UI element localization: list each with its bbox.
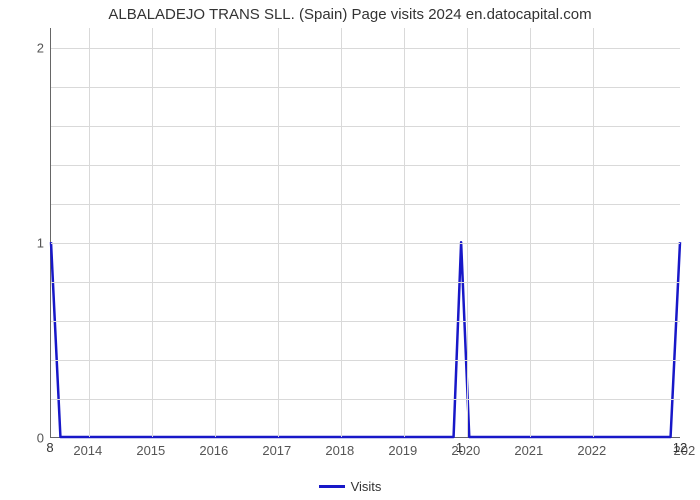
- y-tick-label: 2: [4, 40, 44, 55]
- gridline-vertical: [278, 28, 279, 437]
- gridline-vertical: [404, 28, 405, 437]
- gridline-horizontal-minor: [51, 360, 680, 361]
- gridline-horizontal-minor: [51, 282, 680, 283]
- gridline-horizontal-minor: [51, 126, 680, 127]
- gridline-vertical: [152, 28, 153, 437]
- y-tick-label: 0: [4, 431, 44, 446]
- x-tick-label: 2016: [199, 443, 228, 458]
- x-tick-label: 2021: [514, 443, 543, 458]
- chart-title: ALBALADEJO TRANS SLL. (Spain) Page visit…: [0, 6, 700, 23]
- plot-area: [50, 28, 680, 438]
- legend-swatch: [319, 485, 345, 488]
- gridline-vertical: [341, 28, 342, 437]
- gridline-vertical: [467, 28, 468, 437]
- point-label: 1: [456, 440, 463, 455]
- gridline-horizontal-minor: [51, 204, 680, 205]
- point-label: 12: [673, 440, 687, 455]
- y-tick-label: 1: [4, 235, 44, 250]
- x-tick-label: 2014: [73, 443, 102, 458]
- x-tick-label: 2019: [388, 443, 417, 458]
- x-tick-label: 2018: [325, 443, 354, 458]
- gridline-horizontal-minor: [51, 321, 680, 322]
- visits-line: [51, 242, 680, 437]
- gridline-vertical: [530, 28, 531, 437]
- gridline-horizontal-minor: [51, 165, 680, 166]
- gridline-horizontal-minor: [51, 399, 680, 400]
- gridline-vertical: [89, 28, 90, 437]
- gridline-horizontal-minor: [51, 87, 680, 88]
- x-tick-label: 2015: [136, 443, 165, 458]
- gridline-vertical: [215, 28, 216, 437]
- gridline-horizontal: [51, 243, 680, 244]
- chart-container: ALBALADEJO TRANS SLL. (Spain) Page visit…: [0, 0, 700, 500]
- gridline-vertical: [593, 28, 594, 437]
- legend: Visits: [0, 478, 700, 494]
- x-tick-label: 2017: [262, 443, 291, 458]
- gridline-horizontal: [51, 48, 680, 49]
- line-series: [51, 28, 680, 437]
- legend-label: Visits: [351, 479, 382, 494]
- x-tick-label: 2022: [577, 443, 606, 458]
- point-label: 8: [46, 440, 53, 455]
